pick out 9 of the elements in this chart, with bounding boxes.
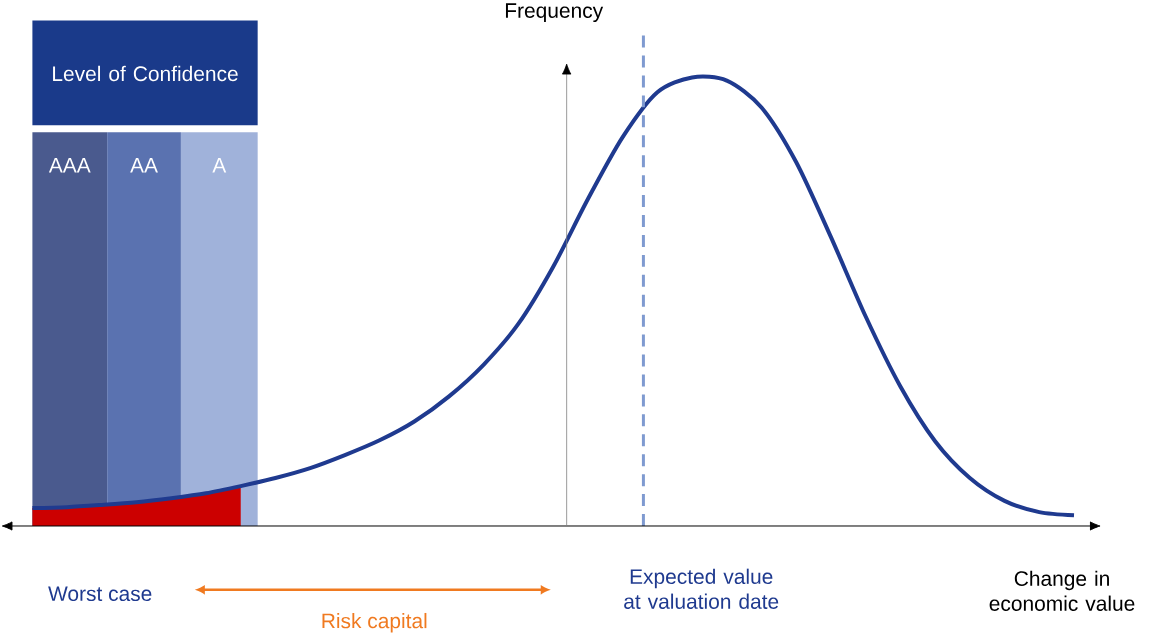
- annotation: Level of Confidence: [53, 65, 238, 82]
- x-axis-title: Change in economic value: [989, 570, 1135, 612]
- y-axis-title: Frequency: [505, 3, 604, 23]
- annotation: AA: [130, 158, 158, 173]
- text: Expected value at valuation date: [624, 568, 779, 610]
- text: Risk capital: [322, 613, 427, 633]
- text: Worst case: [48, 586, 152, 602]
- annotation: AAA: [48, 158, 91, 173]
- annotation: A: [212, 158, 227, 173]
